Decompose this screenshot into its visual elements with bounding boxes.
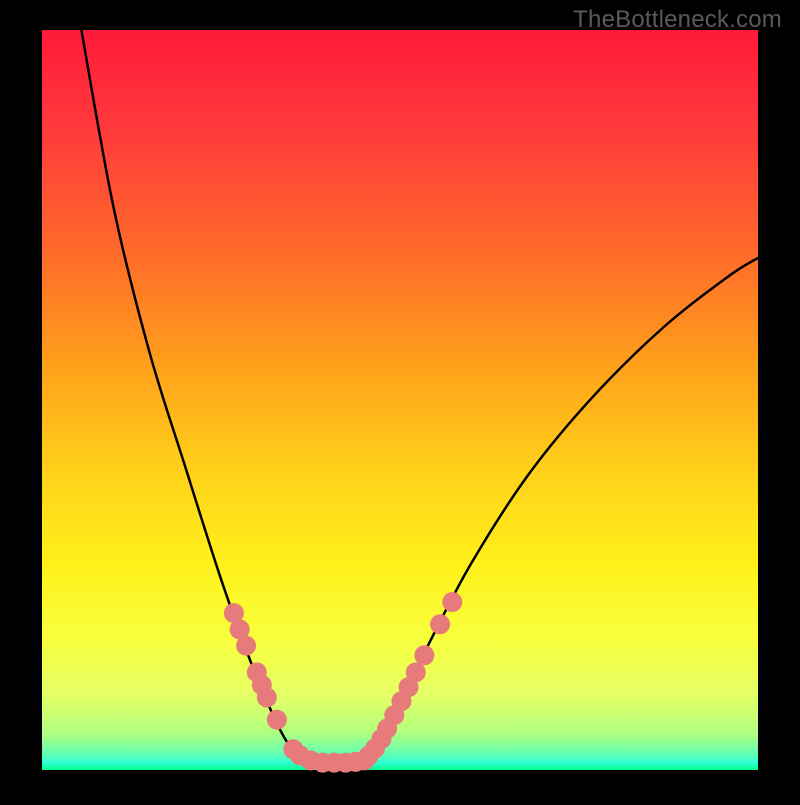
marker-dot (414, 645, 434, 665)
marker-dot (267, 710, 287, 730)
marker-dot (430, 614, 450, 634)
marker-dot (406, 662, 426, 682)
marker-dot (442, 592, 462, 612)
watermark-text: TheBottleneck.com (573, 6, 782, 34)
marker-dot (257, 687, 277, 707)
chart-frame: TheBottleneck.com (0, 0, 800, 800)
bottleneck-chart (0, 0, 800, 800)
marker-dot (236, 636, 256, 656)
gradient-background (42, 30, 758, 770)
